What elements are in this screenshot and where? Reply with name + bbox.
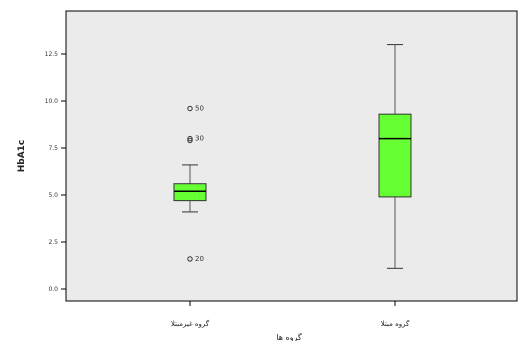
x-axis: گروه غيرمبتلا گروه مبتلا bbox=[171, 301, 410, 328]
y-tick-label: 0.0 bbox=[48, 286, 58, 293]
outlier-point bbox=[187, 137, 193, 144]
outlier-point bbox=[187, 135, 193, 142]
outlier-point bbox=[187, 256, 193, 262]
y-tick-label: 2.5 bbox=[48, 239, 58, 246]
boxes: 50 30 20 bbox=[173, 44, 412, 269]
outlier-label: 30 bbox=[195, 135, 204, 143]
iqr-box bbox=[173, 183, 207, 202]
y-axis: 0.0 2.5 5.0 7.5 10.0 12.5 bbox=[45, 51, 66, 293]
y-tick-label: 10.0 bbox=[45, 98, 59, 105]
x-axis-title: گروه ها bbox=[276, 332, 302, 341]
y-axis-title: HbA1c bbox=[17, 140, 27, 173]
x-category-label: گروه مبتلا bbox=[381, 319, 410, 328]
outlier-label: 20 bbox=[195, 255, 204, 263]
y-tick-label: 5.0 bbox=[48, 192, 58, 199]
box-group: 50 30 20 bbox=[173, 105, 207, 263]
outlier-label: 50 bbox=[195, 105, 204, 113]
outlier-point bbox=[187, 105, 193, 112]
plot-area bbox=[65, 10, 518, 302]
y-tick-label: 12.5 bbox=[45, 51, 59, 58]
x-category-label: گروه غيرمبتلا bbox=[171, 319, 210, 328]
y-tick-label: 7.5 bbox=[48, 145, 58, 152]
box-group bbox=[378, 44, 412, 269]
iqr-box bbox=[378, 113, 412, 198]
